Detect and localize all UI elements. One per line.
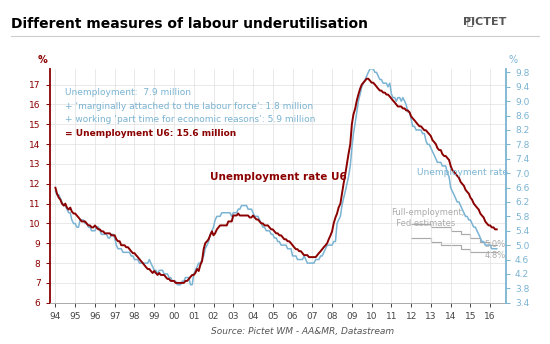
Text: Unemployment:  7.9 million: Unemployment: 7.9 million xyxy=(65,88,191,97)
Text: 🦁: 🦁 xyxy=(466,17,473,27)
Text: = Unemployment U6: 15.6 million: = Unemployment U6: 15.6 million xyxy=(65,129,236,138)
Text: Unemployment rate: Unemployment rate xyxy=(417,168,508,177)
Text: Unemployment rate U6: Unemployment rate U6 xyxy=(210,172,347,182)
Text: + ‘marginally attached to the labour force’: 1.8 million: + ‘marginally attached to the labour for… xyxy=(65,101,314,110)
Text: PICTET: PICTET xyxy=(463,17,506,27)
Text: + working ‘part time for economic reasons’: 5.9 million: + working ‘part time for economic reason… xyxy=(65,115,316,125)
Text: %: % xyxy=(37,55,47,65)
Text: 5.0%: 5.0% xyxy=(484,240,505,249)
Text: Source: Pictet WM - AA&MR, Datastream: Source: Pictet WM - AA&MR, Datastream xyxy=(211,327,394,336)
Text: Different measures of labour underutilisation: Different measures of labour underutilis… xyxy=(11,17,368,31)
Text: %: % xyxy=(508,55,518,65)
Text: Full-employment,
  Fed estimates: Full-employment, Fed estimates xyxy=(392,208,465,228)
Text: 4.8%: 4.8% xyxy=(484,251,505,260)
